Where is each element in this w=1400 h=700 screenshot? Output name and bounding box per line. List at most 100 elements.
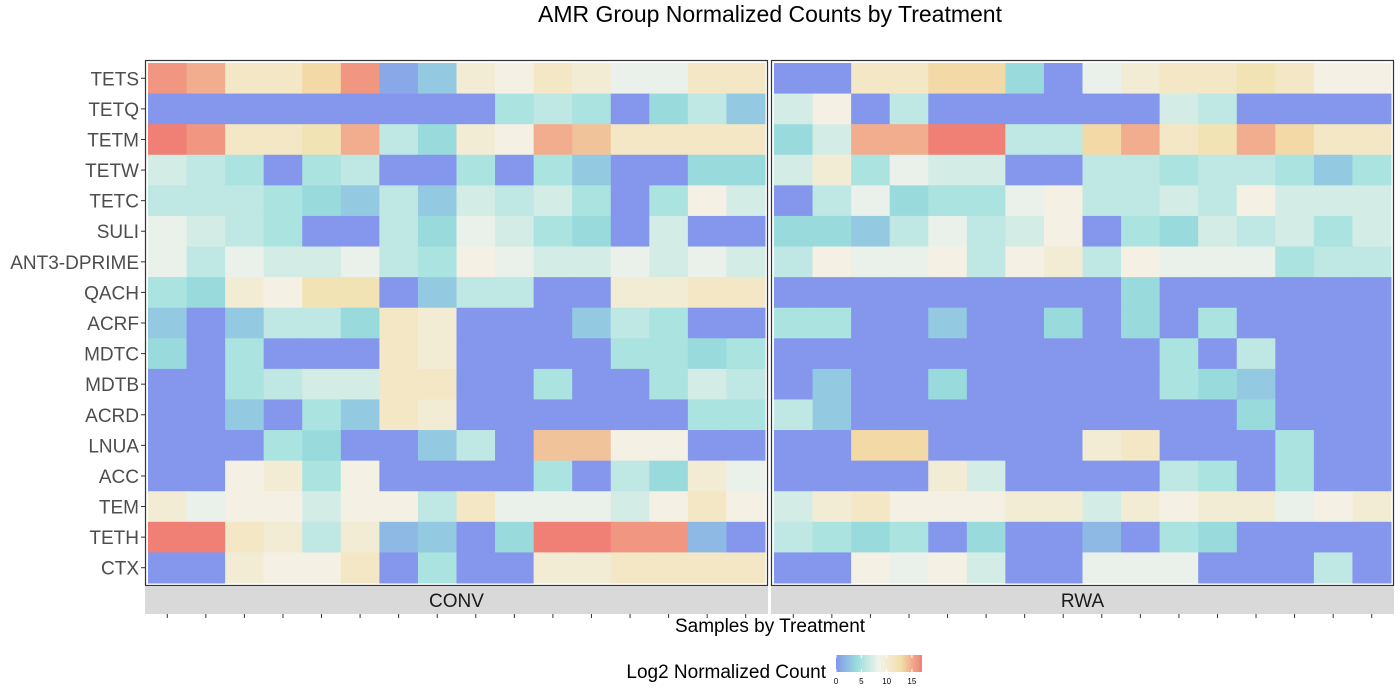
heatmap-cell xyxy=(889,215,929,248)
heatmap-cell xyxy=(225,368,265,400)
heatmap-cell xyxy=(687,521,727,553)
heatmap-cell xyxy=(1043,430,1083,462)
legend-ticks: 0 5 10 15 xyxy=(834,655,917,686)
heatmap-cell xyxy=(225,215,265,248)
heatmap-cell xyxy=(495,430,535,462)
heatmap-cell xyxy=(1236,277,1276,309)
heatmap-cell xyxy=(572,154,612,186)
heatmap-cell xyxy=(1313,154,1353,186)
color-legend: Log2 Normalized Count 0 5 10 15 xyxy=(626,655,922,686)
heatmap-cell xyxy=(533,521,573,553)
heatmap-cell xyxy=(495,307,535,339)
heatmap-cell xyxy=(302,338,342,370)
heatmap-cell xyxy=(1005,460,1045,492)
heatmap-cell xyxy=(889,154,929,186)
heatmap-cell xyxy=(1043,307,1083,339)
heatmap-cell xyxy=(417,521,457,553)
heatmap-cell xyxy=(687,277,727,309)
heatmap-cell xyxy=(889,430,929,462)
heatmap-panels: TETS TETQ TETM TETW TETC SULI ANT3-DPRIME QACH A… xyxy=(10,59,1395,618)
heatmap-cell xyxy=(812,430,852,462)
heatmap-cell xyxy=(379,246,419,278)
heatmap-cell xyxy=(928,154,968,186)
heatmap-cell xyxy=(1352,552,1392,584)
heatmap-cell xyxy=(1352,491,1392,523)
heatmap-cell xyxy=(889,338,929,370)
heatmap-cell xyxy=(812,399,852,431)
heatmap-cell xyxy=(610,63,650,95)
heatmap-cell xyxy=(1198,521,1238,553)
heatmap-cell xyxy=(1236,63,1276,95)
heatmap-cell xyxy=(687,185,727,217)
heatmap-cell xyxy=(1082,521,1122,553)
row-label: ANT3-DPRIME xyxy=(10,253,139,274)
heatmap-cell xyxy=(1352,521,1392,553)
heatmap-cell xyxy=(726,521,766,553)
heatmap-cell xyxy=(148,338,188,370)
heatmap-cell xyxy=(1043,246,1083,278)
heatmap-cell xyxy=(649,93,689,125)
heatmap-cell xyxy=(774,521,814,553)
heatmap-cell xyxy=(1005,185,1045,217)
heatmap-cell xyxy=(726,368,766,400)
heatmap-cell xyxy=(1313,124,1353,156)
heatmap-cell xyxy=(610,491,650,523)
heatmap-cell xyxy=(1159,154,1199,186)
heatmap-cell xyxy=(417,338,457,370)
heatmap-cell xyxy=(572,491,612,523)
heatmap-cell xyxy=(417,552,457,584)
heatmap-cell xyxy=(572,430,612,462)
heatmap-cell xyxy=(851,93,891,125)
heatmap-cell xyxy=(774,460,814,492)
heatmap-cell xyxy=(966,338,1006,370)
heatmap-cell xyxy=(379,399,419,431)
heatmap-cell xyxy=(533,430,573,462)
heatmap-cell xyxy=(1352,154,1392,186)
chart-title: AMR Group Normalized Counts by Treatment xyxy=(538,1,1003,27)
heatmap-cell xyxy=(610,154,650,186)
heatmap-cell xyxy=(379,368,419,400)
heatmap-cell xyxy=(533,154,573,186)
heatmap-cell xyxy=(379,185,419,217)
heatmap-cell xyxy=(340,124,380,156)
legend-colorbar xyxy=(836,655,922,672)
heatmap-cell xyxy=(774,338,814,370)
heatmap-cell xyxy=(572,338,612,370)
heatmap-cell xyxy=(774,185,814,217)
heatmap-cell xyxy=(928,93,968,125)
heatmap-cell xyxy=(1159,63,1199,95)
heatmap-cell xyxy=(186,154,226,186)
heatmap-cell xyxy=(1121,215,1161,248)
heatmap-cell xyxy=(1313,338,1353,370)
heatmap-cell xyxy=(1313,552,1353,584)
heatmap-cell xyxy=(340,491,380,523)
heatmap-cell xyxy=(1159,277,1199,309)
heatmap-cell xyxy=(379,552,419,584)
heatmap-cell xyxy=(610,368,650,400)
heatmap-cell xyxy=(812,93,852,125)
heatmap-cell xyxy=(263,93,303,125)
heatmap-cell xyxy=(340,399,380,431)
heatmap-cell xyxy=(533,215,573,248)
heatmap-cell xyxy=(1043,154,1083,186)
heatmap-cell xyxy=(1236,430,1276,462)
heatmap-cell xyxy=(379,93,419,125)
heatmap-cell xyxy=(302,246,342,278)
heatmap-cell xyxy=(225,491,265,523)
heatmap-cell xyxy=(726,338,766,370)
heatmap-cell xyxy=(1121,491,1161,523)
heatmap-cell xyxy=(687,460,727,492)
heatmap-cell xyxy=(225,124,265,156)
heatmap-cell xyxy=(726,460,766,492)
heatmap-cell xyxy=(1005,63,1045,95)
heatmap-cell xyxy=(726,277,766,309)
heatmap-cell xyxy=(1043,521,1083,553)
heatmap-cell xyxy=(928,338,968,370)
heatmap-cell xyxy=(263,124,303,156)
heatmap-cell xyxy=(572,93,612,125)
heatmap-cell xyxy=(1313,215,1353,248)
heatmap-cell xyxy=(851,154,891,186)
row-label: ACRD xyxy=(85,406,139,427)
heatmap-cell xyxy=(495,277,535,309)
heatmap-cell xyxy=(1082,430,1122,462)
